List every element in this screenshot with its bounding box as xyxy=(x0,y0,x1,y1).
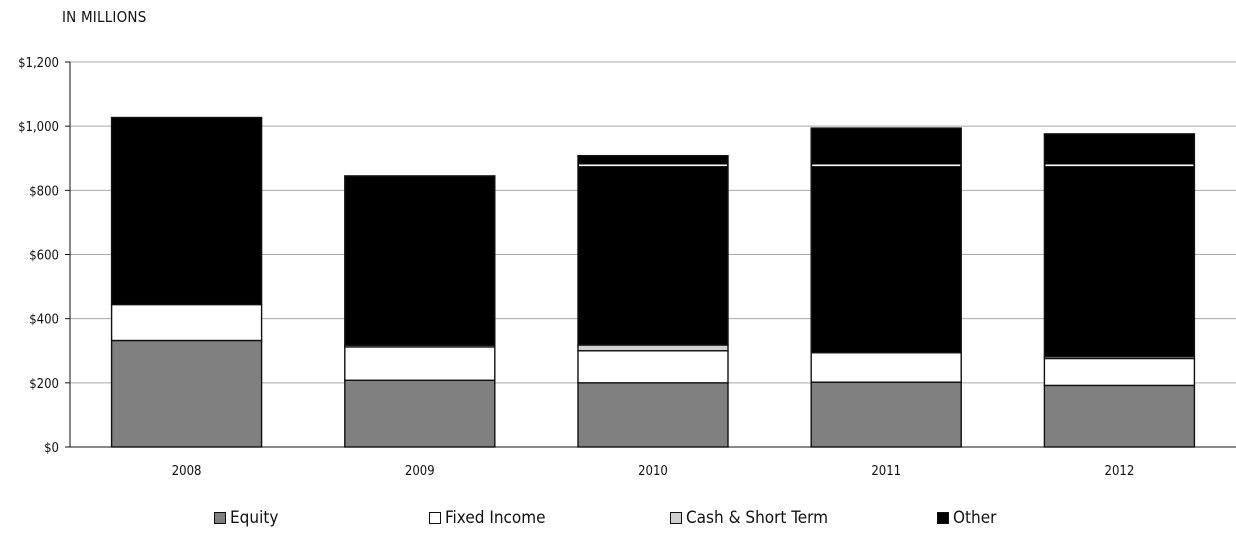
x-tick-label-2011: 2011 xyxy=(871,464,901,479)
legend-swatch-other xyxy=(937,512,949,524)
y-tick-label-5: $1,000 xyxy=(18,120,59,135)
legend-swatch-cash-short-term xyxy=(670,512,682,524)
bar-2009-equity xyxy=(344,379,496,448)
legend-item-fixed-income: Fixed Income xyxy=(429,508,546,528)
x-tick-label-2010: 2010 xyxy=(638,464,668,479)
y-tick-label-6: $1,200 xyxy=(18,56,59,71)
legend-item-cash-short-term: Cash & Short Term xyxy=(670,508,828,528)
bar-2010-other xyxy=(577,154,729,346)
y-tick-labels: $0 $200 $400 $600 $800 $1,000 $1,200 xyxy=(18,56,59,456)
legend-swatch-equity xyxy=(214,512,226,524)
y-tick-label-1: $200 xyxy=(29,377,59,392)
y-axis-unit-label: IN MILLIONS xyxy=(62,8,147,26)
bar-2012-equity xyxy=(1043,384,1196,448)
bar-2011-other xyxy=(810,127,962,354)
bar-2010-cash-short-term xyxy=(577,344,729,352)
bar-2012-fixed-income xyxy=(1043,357,1196,387)
axes xyxy=(65,61,1236,448)
bar-2011-fixed-income xyxy=(810,351,962,383)
x-tick-labels: 2008 2009 2010 2011 2012 xyxy=(172,464,1135,479)
bar-2010-fixed-income xyxy=(577,350,729,384)
x-tick-label-2009: 2009 xyxy=(405,464,435,479)
y-tick-label-0: $0 xyxy=(44,441,59,456)
legend: Equity Fixed Income Cash & Short Term Ot… xyxy=(0,508,1236,536)
x-tick-label-2008: 2008 xyxy=(172,464,202,479)
legend-swatch-fixed-income xyxy=(429,512,441,524)
bar-2008-equity xyxy=(110,339,263,448)
legend-label-equity: Equity xyxy=(230,508,279,528)
bar-2008-fixed-income xyxy=(110,303,263,342)
bar-2012-other xyxy=(1043,133,1196,358)
bar-2009-other xyxy=(344,175,496,346)
bars xyxy=(110,116,1196,448)
legend-item-equity: Equity xyxy=(214,508,278,528)
bar-2008-other xyxy=(110,116,263,306)
x-tick-label-2012: 2012 xyxy=(1105,464,1135,479)
bar-2009-fixed-income xyxy=(344,346,496,381)
stacked-bar-chart: $0$200$400$600$800$1,000$1,200 2008 2009 2… xyxy=(18,56,1236,479)
legend-label-fixed-income: Fixed Income xyxy=(445,508,546,528)
bar-2011-equity xyxy=(810,381,962,448)
legend-label-other: Other xyxy=(953,508,997,528)
legend-label-cash-short-term: Cash & Short Term xyxy=(686,508,829,528)
y-tick-label-2: $400 xyxy=(29,313,59,328)
legend-item-other: Other xyxy=(937,508,996,528)
bar-2010-equity xyxy=(577,382,729,448)
y-tick-label-4: $800 xyxy=(29,184,59,199)
y-tick-label-3: $600 xyxy=(29,249,59,264)
